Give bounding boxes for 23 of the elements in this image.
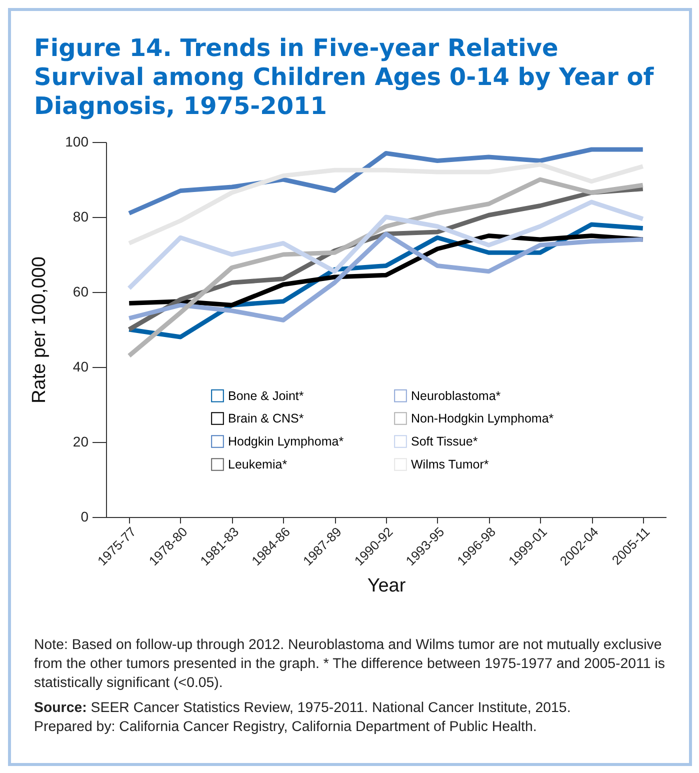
legend-label: Non-Hodgkin Lymphoma* [411,412,554,426]
chart-title: Figure 14. Trends in Five-year Relative Survival among Children Ages 0-14 by Year of Diagnosis, 1975-2011 [34,34,655,121]
y-tick-label: 40 [72,358,89,374]
legend-label: Soft Tissue* [411,434,478,448]
y-tick-label: 100 [65,134,89,150]
x-axis-title: Year [367,575,406,596]
line-series [126,177,646,358]
legend-label: Leukemia* [228,458,288,472]
text: Prepared by: California Cancer Registry, California Department of Public Health. [34,718,538,737]
y-tick-label: 0 [80,508,89,524]
y-tick-label: 80 [72,208,89,224]
legend-label: Wilms Tumor* [411,458,489,472]
line-series [126,162,646,246]
legend-label: Brain & CNS* [228,412,304,426]
y-tick-label: 60 [72,284,89,300]
y-axis-title: Rate per 100,000 [29,256,50,404]
legend-label: Hodgkin Lymphoma* [228,434,344,448]
legend-label: Neuroblastoma* [411,388,501,403]
y-tick-label: 20 [72,434,89,450]
line-series [126,200,646,290]
source-note: Source: SEER Cancer Statistics Review, 1975-2011. National Cancer Institute, 2015. [34,699,572,718]
legend-label: Bone & Joint* [228,388,304,403]
text: Note: Based on follow-up through 2012. Neuroblastoma and Wilms tumor are not mutually exclusive from the other tumors presented in the graph. * The difference between 1975-1977 and 2005-2011 is statistically significant (<0.05). [34,636,666,693]
